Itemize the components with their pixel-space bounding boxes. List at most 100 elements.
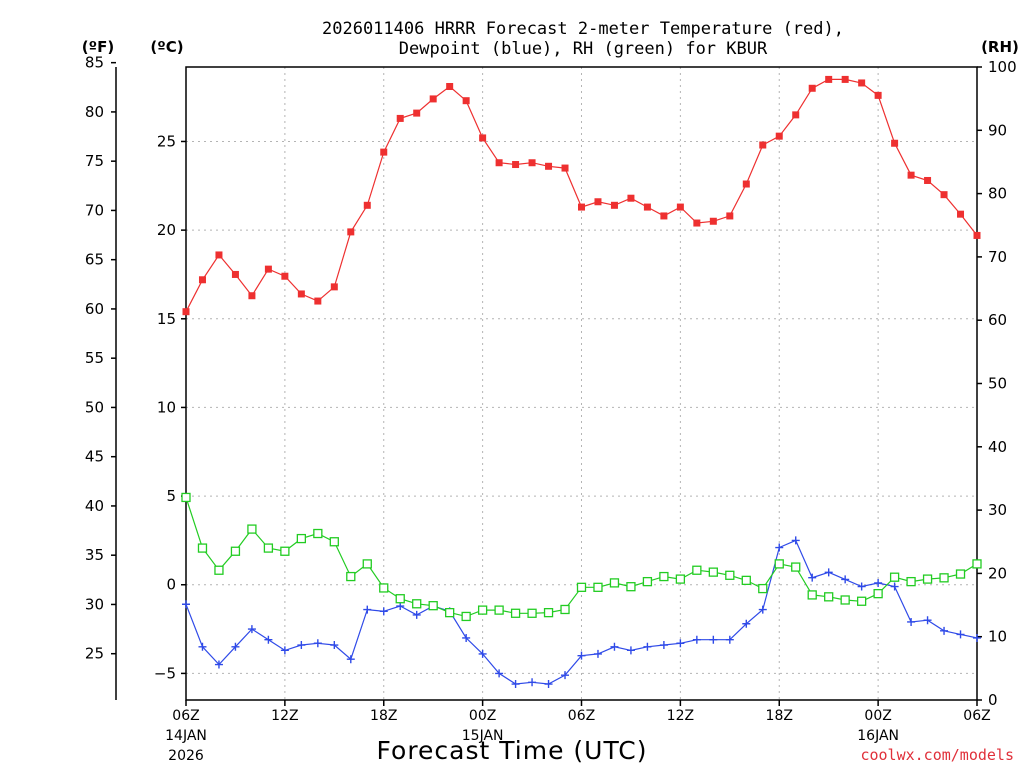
dewpoint-point xyxy=(643,642,652,651)
fahrenheit-tick-label: 50 xyxy=(85,398,104,416)
temperature-point xyxy=(446,83,454,91)
rh-tick-label: 100 xyxy=(988,58,1017,76)
temperature-line xyxy=(185,78,978,312)
temperature-point xyxy=(347,228,355,236)
dewpoint-point xyxy=(676,639,685,648)
dewpoint-point xyxy=(462,633,471,642)
celsius-unit-label: (ºC) xyxy=(150,38,183,56)
fahrenheit-tick-label: 25 xyxy=(85,645,104,663)
rh-point xyxy=(543,607,554,618)
dewpoint-point xyxy=(363,605,372,614)
rh-point xyxy=(527,608,537,618)
fahrenheit-unit-label: (ºF) xyxy=(82,38,114,56)
x-tick-label: 12Z xyxy=(667,708,694,724)
fahrenheit-tick-label: 70 xyxy=(85,201,104,219)
dewpoint-point xyxy=(379,607,388,616)
dewpoint-point xyxy=(297,641,306,650)
temperature-point xyxy=(198,276,206,284)
rh-point xyxy=(230,546,241,556)
temperature-point xyxy=(363,201,371,209)
rh-point xyxy=(560,604,570,615)
dewpoint-point xyxy=(874,578,883,587)
temperature-point xyxy=(429,95,437,103)
temperature-point xyxy=(973,231,981,239)
temperature-point xyxy=(297,290,305,298)
dewpoint-point xyxy=(528,678,537,687)
rh-point xyxy=(296,533,307,544)
x-tick-label: 12Z xyxy=(271,708,298,724)
x-tick-label: 06Z xyxy=(172,708,199,724)
rh-point xyxy=(642,576,653,587)
rh-point xyxy=(922,574,933,584)
temperature-point xyxy=(610,201,618,209)
rh-point xyxy=(708,567,718,577)
temperature-point xyxy=(676,203,684,211)
temperature-point xyxy=(594,198,602,206)
temperature-point xyxy=(330,283,338,291)
dewpoint-point xyxy=(907,617,916,626)
temperature-point xyxy=(314,297,322,305)
rh-tick-label: 0 xyxy=(988,691,998,709)
temperature-point xyxy=(940,191,948,199)
fahrenheit-tick-label: 45 xyxy=(85,448,104,466)
dewpoint-point xyxy=(791,536,800,545)
dewpoint-point xyxy=(841,575,850,584)
dewpoint-point xyxy=(659,641,668,650)
rh-point xyxy=(247,524,257,534)
temperature-point xyxy=(231,270,239,278)
fahrenheit-tick-label: 85 xyxy=(85,54,104,72)
dewpoint-point xyxy=(214,660,223,669)
celsius-tick-label: 0 xyxy=(166,576,176,594)
rh-point xyxy=(659,571,669,582)
rh-point xyxy=(856,596,867,606)
temperature-point xyxy=(495,159,503,167)
rh-point xyxy=(626,582,636,592)
dewpoint-point xyxy=(709,635,718,644)
dewpoint-point xyxy=(412,610,421,619)
rh-point xyxy=(362,559,372,569)
temperature-point xyxy=(808,84,816,92)
x-year-label: 2026 xyxy=(168,748,204,764)
x-tick-label: 06Z xyxy=(568,708,595,724)
dewpoint-point xyxy=(346,655,355,664)
fahrenheit-tick-label: 65 xyxy=(85,251,104,269)
rh-point xyxy=(593,582,603,592)
dewpoint-point xyxy=(758,605,767,614)
dewpoint-point xyxy=(330,641,339,650)
dewpoint-point xyxy=(808,573,817,582)
x-date-label: 16JAN xyxy=(857,728,899,744)
fahrenheit-tick-label: 60 xyxy=(85,300,104,318)
dewpoint-point xyxy=(725,635,734,644)
rh-tick-label: 20 xyxy=(988,564,1007,582)
rh-point xyxy=(741,575,751,586)
rh-point xyxy=(824,592,834,602)
dewpoint-point xyxy=(182,600,190,609)
rh-tick-label: 10 xyxy=(988,628,1007,646)
temperature-point xyxy=(380,148,388,156)
dewpoint-point xyxy=(593,649,602,658)
dewpoint-point xyxy=(264,635,273,644)
rh-tick-label: 90 xyxy=(988,121,1007,139)
temperature-point xyxy=(693,219,701,227)
x-tick-label: 18Z xyxy=(766,708,793,724)
dewpoint-point xyxy=(890,582,899,591)
temperature-point xyxy=(528,159,536,167)
rh-point xyxy=(692,565,702,575)
rh-point xyxy=(412,599,422,609)
dewpoint-point xyxy=(478,649,487,658)
rh-point xyxy=(445,607,455,618)
rh-point xyxy=(972,559,982,569)
dewpoint-point xyxy=(247,625,256,634)
fahrenheit-tick-label: 30 xyxy=(85,595,104,613)
rh-point xyxy=(329,537,339,547)
x-tick-label: 18Z xyxy=(370,708,397,724)
rh-tick-label: 60 xyxy=(988,311,1007,329)
fahrenheit-tick-label: 75 xyxy=(85,152,104,170)
dewpoint-point xyxy=(511,680,520,689)
rh-point xyxy=(675,574,686,584)
temperature-point xyxy=(726,212,734,220)
axes: 25 30 35 40 45 50 55 60 65 70 75 80 85 −5 0 5 10 15 20 25 0 1… xyxy=(85,54,1017,764)
rh-point xyxy=(774,559,784,569)
rh-point xyxy=(939,573,949,583)
